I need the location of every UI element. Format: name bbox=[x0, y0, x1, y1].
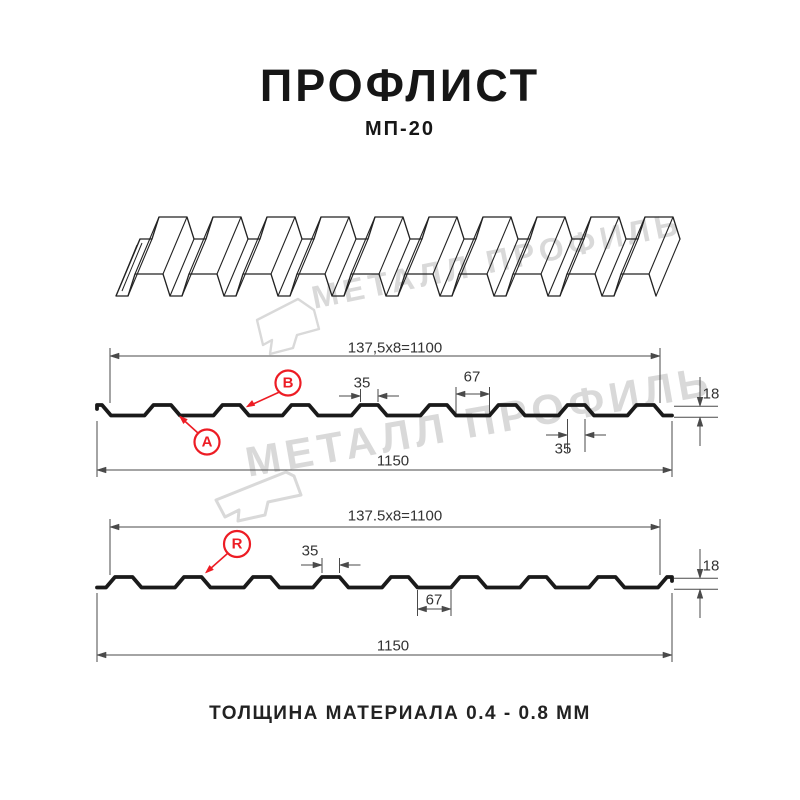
dim2-height-label: 18 bbox=[702, 557, 720, 575]
dim1-valley-width-label: 67 bbox=[463, 368, 481, 386]
page-title: ПРОФЛИСТ bbox=[259, 60, 541, 111]
dim1-crest-width-bottom-label: 35 bbox=[554, 440, 572, 458]
callout-r-label: R bbox=[231, 535, 243, 553]
dim1-crest-width-top-label: 35 bbox=[353, 374, 371, 392]
material-thickness-caption: ТОЛЩИНА МАТЕРИАЛА 0.4 - 0.8 ММ bbox=[209, 703, 591, 724]
dim1-height-label: 18 bbox=[702, 385, 720, 403]
dim2-crest-width-top-label: 35 bbox=[301, 542, 319, 560]
callout-a-label: A bbox=[201, 433, 213, 451]
dim2-total-width-label: 1150 bbox=[376, 637, 410, 655]
dim2-valley-width-label: 67 bbox=[425, 591, 443, 609]
profile-model-subtitle: МП-20 bbox=[365, 118, 435, 140]
dim1-total-width-label: 1150 bbox=[376, 452, 410, 470]
dim1-working-width-label: 137,5x8=1100 bbox=[347, 339, 443, 357]
callout-b-label: B bbox=[282, 374, 294, 392]
dim2-working-width-label: 137.5x8=1100 bbox=[347, 507, 443, 525]
